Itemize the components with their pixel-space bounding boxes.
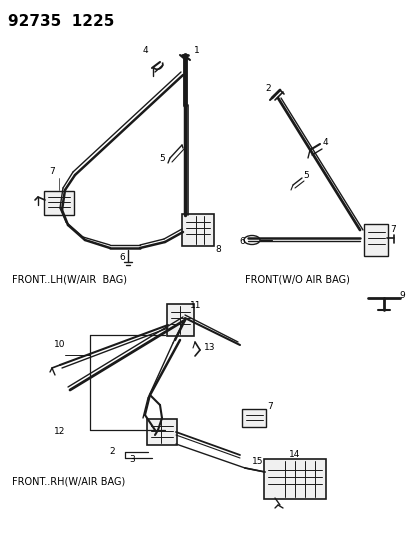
- FancyBboxPatch shape: [182, 214, 214, 246]
- Text: 2: 2: [265, 84, 270, 93]
- Text: 5: 5: [159, 154, 164, 163]
- Text: 11: 11: [190, 301, 201, 310]
- Text: 15: 15: [252, 457, 263, 466]
- Text: 4: 4: [321, 138, 327, 147]
- Text: 8: 8: [215, 246, 221, 254]
- Text: FRONT..LH(W/AIR  BAG): FRONT..LH(W/AIR BAG): [12, 275, 127, 285]
- Text: FRONT..RH(W/AIR BAG): FRONT..RH(W/AIR BAG): [12, 477, 125, 487]
- Text: 92735  1225: 92735 1225: [8, 14, 114, 29]
- FancyBboxPatch shape: [147, 419, 177, 445]
- Ellipse shape: [243, 236, 259, 245]
- Text: 7: 7: [266, 402, 272, 411]
- Text: 2: 2: [109, 448, 114, 456]
- FancyBboxPatch shape: [44, 191, 74, 215]
- Text: FRONT(W/O AIR BAG): FRONT(W/O AIR BAG): [244, 275, 349, 285]
- Text: 12: 12: [54, 427, 66, 437]
- FancyBboxPatch shape: [363, 224, 387, 256]
- Text: 14: 14: [289, 450, 300, 459]
- Text: 6: 6: [239, 238, 244, 246]
- Text: 9: 9: [398, 292, 404, 301]
- Text: 1: 1: [194, 45, 199, 54]
- FancyBboxPatch shape: [242, 409, 266, 427]
- Text: 10: 10: [54, 341, 66, 350]
- Text: 6: 6: [119, 254, 125, 262]
- FancyBboxPatch shape: [166, 304, 194, 336]
- FancyBboxPatch shape: [263, 459, 325, 499]
- Text: 7: 7: [49, 167, 55, 176]
- Text: 5: 5: [302, 171, 308, 180]
- Text: 7: 7: [389, 225, 395, 235]
- Text: 4: 4: [142, 45, 147, 54]
- Text: 3: 3: [129, 456, 135, 464]
- Text: 13: 13: [204, 343, 215, 352]
